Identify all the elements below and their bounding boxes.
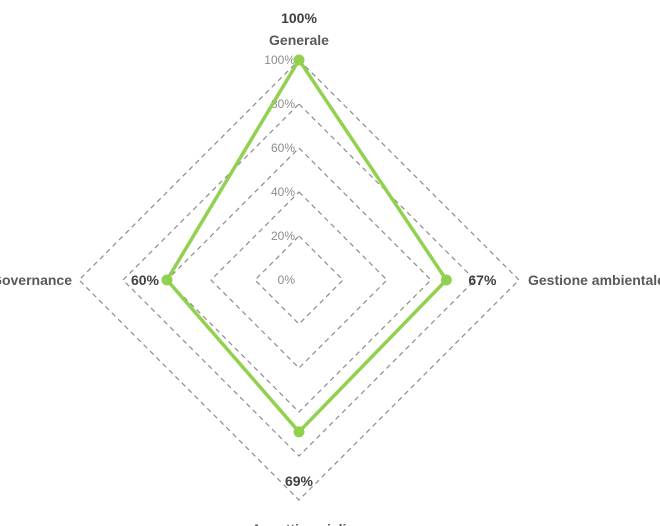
category-label-aspetti-sociali: Aspetti sociali (252, 521, 347, 526)
data-point-gestione-ambientale (440, 274, 452, 286)
radar-category-labels: Generale Gestione ambientale Aspetti socia… (0, 32, 660, 526)
grid-ring-2 (210, 191, 388, 369)
grid-ring-1 (254, 235, 344, 325)
value-label-governance: 60% (131, 272, 160, 288)
tick-label: 100% (264, 53, 295, 67)
grid-ring-5 (78, 59, 520, 501)
radar-series (161, 54, 452, 438)
value-label-aspetti-sociali: 69% (285, 473, 314, 489)
category-label-gestione-ambientale: Gestione ambientale (528, 272, 660, 288)
radar-tick-labels: 0% 20% 40% 60% 80% 100% (264, 53, 295, 287)
data-point-governance (161, 274, 173, 286)
grid-ring-3 (166, 147, 432, 413)
data-point-generale (293, 54, 305, 66)
data-point-aspetti-sociali (293, 426, 305, 438)
category-label-governance: Governance (0, 272, 72, 288)
category-label-generale: Generale (269, 32, 329, 48)
grid-ring-4 (122, 103, 476, 457)
tick-label: 80% (271, 97, 295, 111)
tick-label: 0% (278, 273, 296, 287)
tick-label: 20% (271, 229, 295, 243)
radar-grid (78, 59, 520, 501)
series-line (165, 58, 449, 434)
value-label-gestione-ambientale: 67% (468, 272, 497, 288)
radar-value-labels: 100% 67% 69% 60% (131, 10, 497, 489)
tick-label: 60% (271, 141, 295, 155)
value-label-generale: 100% (281, 10, 317, 26)
tick-label: 40% (271, 185, 295, 199)
